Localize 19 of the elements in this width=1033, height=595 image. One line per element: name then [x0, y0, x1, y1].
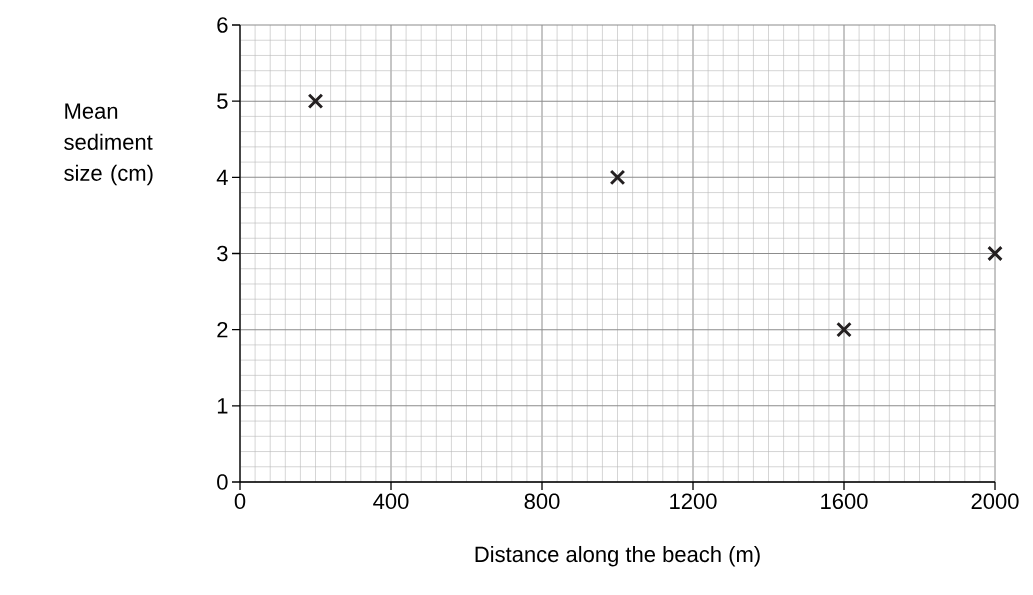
- y-tick-label: 6: [217, 17, 228, 33]
- point: [836, 321, 852, 338]
- x-tick-label: 0: [234, 493, 246, 510]
- point: [307, 93, 324, 110]
- y-axis-title: Mean sediment size (cm): [64, 103, 153, 186]
- x-tick-label: 400: [373, 493, 409, 510]
- point: [987, 245, 1003, 262]
- y-tick-label: 1: [217, 398, 228, 414]
- x-tick-label: 800: [524, 493, 560, 510]
- y-tick-label: 4: [216, 169, 228, 185]
- x-tick-label: 1600: [821, 493, 868, 510]
- y-tick-label: 2: [217, 321, 228, 338]
- point: [609, 169, 626, 186]
- y-tick-label: 0: [217, 474, 228, 490]
- y-tick-label: 5: [217, 93, 228, 109]
- x-tick-label: 2000: [971, 493, 1019, 510]
- x-axis-title: Distance along the beach (m): [475, 545, 760, 567]
- x-tick-label: 1200: [670, 493, 717, 510]
- y-tick-label: 3: [217, 245, 228, 262]
